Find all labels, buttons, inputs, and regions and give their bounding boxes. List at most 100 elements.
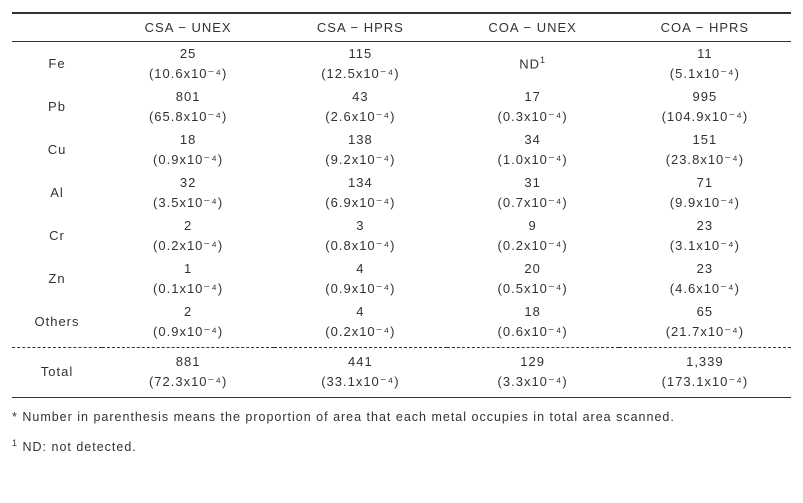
table-cell: 18(0.9x10⁻⁴) [102,128,274,171]
cell-paren: (0.1x10⁻⁴) [102,279,274,299]
cell-paren: (1.0x10⁻⁴) [447,150,619,170]
cell-value: 11 [619,44,791,64]
cell-paren: (5.1x10⁻⁴) [619,64,791,84]
cell-paren: (4.6x10⁻⁴) [619,279,791,299]
cell-paren: (72.3x10⁻⁴) [102,372,274,392]
table-cell: 31(0.7x10⁻⁴) [447,171,619,214]
table-row: Fe25(10.6x10⁻⁴)115(12.5x10⁻⁴)ND111(5.1x1… [12,42,791,86]
cell-value: 31 [447,173,619,193]
cell-paren: (173.1x10⁻⁴) [619,372,791,392]
row-label: Total [12,348,102,398]
col-header [12,13,102,42]
cell-paren: (12.5x10⁻⁴) [274,64,446,84]
table-cell: 3(0.8x10⁻⁴) [274,214,446,257]
table-cell: 71(9.9x10⁻⁴) [619,171,791,214]
row-label: Al [12,171,102,214]
cell-value: 129 [447,352,619,372]
cell-value: 4 [274,259,446,279]
table-cell: 17(0.3x10⁻⁴) [447,85,619,128]
cell-paren: (0.2x10⁻⁴) [447,236,619,256]
cell-paren: (3.5x10⁻⁴) [102,193,274,213]
table-row: Al32(3.5x10⁻⁴)134(6.9x10⁻⁴)31(0.7x10⁻⁴)7… [12,171,791,214]
cell-value: 25 [102,44,274,64]
cell-paren: (9.9x10⁻⁴) [619,193,791,213]
table-row: Cr2(0.2x10⁻⁴)3(0.8x10⁻⁴)9(0.2x10⁻⁴)23(3.… [12,214,791,257]
table-cell: 18(0.6x10⁻⁴) [447,300,619,348]
table-cell: 4(0.2x10⁻⁴) [274,300,446,348]
cell-paren: (0.7x10⁻⁴) [447,193,619,213]
table-row: Cu18(0.9x10⁻⁴)138(9.2x10⁻⁴)34(1.0x10⁻⁴)1… [12,128,791,171]
col-header: COA − HPRS [619,13,791,42]
table-cell: 34(1.0x10⁻⁴) [447,128,619,171]
cell-value: 151 [619,130,791,150]
cell-paren: (0.9x10⁻⁴) [274,279,446,299]
cell-paren: (0.2x10⁻⁴) [102,236,274,256]
cell-paren: (6.9x10⁻⁴) [274,193,446,213]
cell-paren: (10.6x10⁻⁴) [102,64,274,84]
cell-value: 2 [102,302,274,322]
table-cell: 23(4.6x10⁻⁴) [619,257,791,300]
row-label: Pb [12,85,102,128]
table-cell: 1,339(173.1x10⁻⁴) [619,348,791,398]
cell-value: 1 [102,259,274,279]
col-header: CSA − UNEX [102,13,274,42]
cell-paren: (9.2x10⁻⁴) [274,150,446,170]
table-cell: 1(0.1x10⁻⁴) [102,257,274,300]
cell-value: 20 [447,259,619,279]
row-label: Others [12,300,102,348]
cell-paren: (0.9x10⁻⁴) [102,322,274,342]
cell-paren: (65.8x10⁻⁴) [102,107,274,127]
cell-value: 65 [619,302,791,322]
table-cell: 801(65.8x10⁻⁴) [102,85,274,128]
cell-paren: (0.9x10⁻⁴) [102,150,274,170]
table-cell: 23(3.1x10⁻⁴) [619,214,791,257]
table-cell: 138(9.2x10⁻⁴) [274,128,446,171]
cell-value: 23 [619,259,791,279]
table-cell: 43(2.6x10⁻⁴) [274,85,446,128]
cell-value: ND1 [447,54,619,74]
cell-value: 4 [274,302,446,322]
table-row: Others2(0.9x10⁻⁴)4(0.2x10⁻⁴)18(0.6x10⁻⁴)… [12,300,791,348]
cell-value: 32 [102,173,274,193]
table-cell: 4(0.9x10⁻⁴) [274,257,446,300]
table-cell: 32(3.5x10⁻⁴) [102,171,274,214]
cell-paren: (104.9x10⁻⁴) [619,107,791,127]
col-header: CSA − HPRS [274,13,446,42]
table-cell: 129(3.3x10⁻⁴) [447,348,619,398]
cell-value: 1,339 [619,352,791,372]
cell-value: 9 [447,216,619,236]
cell-value: 18 [447,302,619,322]
row-label: Fe [12,42,102,86]
cell-value: 23 [619,216,791,236]
cell-paren: (3.1x10⁻⁴) [619,236,791,256]
cell-value: 17 [447,87,619,107]
table-cell: 11(5.1x10⁻⁴) [619,42,791,86]
cell-value: 134 [274,173,446,193]
table-cell: 115(12.5x10⁻⁴) [274,42,446,86]
cell-paren: (21.7x10⁻⁴) [619,322,791,342]
cell-paren: (0.8x10⁻⁴) [274,236,446,256]
table-body: Fe25(10.6x10⁻⁴)115(12.5x10⁻⁴)ND111(5.1x1… [12,42,791,398]
cell-value: 43 [274,87,446,107]
cell-paren: (2.6x10⁻⁴) [274,107,446,127]
data-table: CSA − UNEX CSA − HPRS COA − UNEX COA − H… [12,12,791,398]
cell-value: 71 [619,173,791,193]
cell-paren: (23.8x10⁻⁴) [619,150,791,170]
cell-paren: (0.6x10⁻⁴) [447,322,619,342]
table-cell: 2(0.9x10⁻⁴) [102,300,274,348]
row-label: Cu [12,128,102,171]
cell-value: 115 [274,44,446,64]
table-row: Pb801(65.8x10⁻⁴)43(2.6x10⁻⁴)17(0.3x10⁻⁴)… [12,85,791,128]
cell-value: 801 [102,87,274,107]
cell-value: 881 [102,352,274,372]
cell-paren: (0.5x10⁻⁴) [447,279,619,299]
cell-value: 3 [274,216,446,236]
cell-value: 34 [447,130,619,150]
table-cell: 151(23.8x10⁻⁴) [619,128,791,171]
table-cell: 881(72.3x10⁻⁴) [102,348,274,398]
row-label: Zn [12,257,102,300]
table-cell: 25(10.6x10⁻⁴) [102,42,274,86]
cell-paren: (0.2x10⁻⁴) [274,322,446,342]
table-cell: 995(104.9x10⁻⁴) [619,85,791,128]
total-row: Total881(72.3x10⁻⁴)441(33.1x10⁻⁴)129(3.3… [12,348,791,398]
